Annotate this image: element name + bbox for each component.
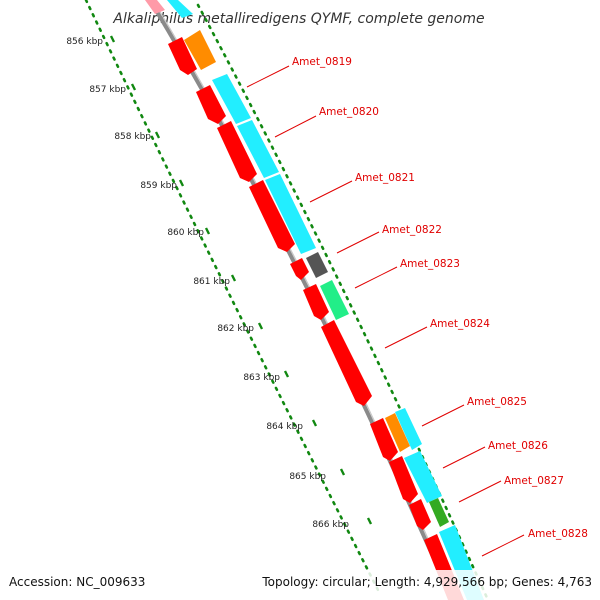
leader-line [354,266,398,289]
gene-label: Amet_0828 [528,528,588,540]
cyan-feature [404,451,442,503]
cyan-feature [167,0,193,18]
kbp-label: 859 kbp [140,181,177,191]
leader-line [309,180,353,203]
kbp-label: 864 kbp [266,422,303,432]
leader-line [384,326,428,349]
kbp-tick [339,468,346,476]
topology-summary: Topology: circular; Length: 4,929,566 bp… [261,575,592,589]
gene-arrow [303,284,329,320]
gene-arrow-ring [168,37,464,600]
gene-arrow [321,320,372,406]
gray-feature [306,252,328,278]
kbp-scale-arc [84,0,380,592]
kbp-tick [130,83,137,91]
gene-label: Amet_0826 [488,440,548,452]
gene-label: Amet_0825 [467,396,527,408]
kbp-label: 857 kbp [89,85,126,95]
kbp-tick [178,179,185,187]
gene-arrow [290,258,309,280]
leader-line [274,115,317,138]
leader-line [442,446,486,469]
kbp-tick [311,419,318,427]
kbp-tick [204,227,211,235]
orange-feature [184,30,216,70]
accession-text: Accession: NC_009633 [9,575,145,589]
cyan-feature [265,174,316,254]
outer-dotted-arc [196,3,490,600]
gene-arrow [196,85,226,124]
kbp-label: 858 kbp [114,132,151,142]
gene-label: Amet_0819 [292,56,352,68]
gene-label: Amet_0820 [319,106,379,118]
cyan-feature [237,120,279,178]
leader-line [246,65,290,88]
mint-feature [320,280,349,320]
kbp-label: 865 kbp [289,472,326,482]
gene-label: Amet_0822 [382,224,442,236]
gene-label: Amet_0827 [504,475,564,487]
gene-arrow [389,456,418,503]
kbp-label: 862 kbp [217,324,254,334]
kbp-label: 861 kbp [193,277,230,287]
kbp-label: 863 kbp [243,373,280,383]
gene-arrow [249,180,295,252]
gene-leader-lines [246,65,525,557]
kbp-tick [257,322,264,330]
leader-line [421,404,465,427]
pink-feature [145,0,165,14]
kbp-tick [109,35,116,43]
gene-arrow [217,121,257,182]
gene-arrow [168,37,197,75]
kbp-tick [230,274,237,282]
orange-feature [385,413,410,452]
genome-backbone [148,0,454,600]
map-title: Alkaliphilus metalliredigens QYMF, compl… [112,11,484,27]
gene-arrow [370,418,398,461]
kbp-label: 856 kbp [66,37,103,47]
footer-backdrop [0,570,600,600]
gene-label: Amet_0824 [430,318,490,330]
kbp-tick-marks [109,35,373,525]
leader-line [458,480,502,503]
kbp-tick [366,517,373,525]
green-feature [429,498,449,527]
kbp-label: 866 kbp [312,520,349,530]
gene-arrow [409,499,431,530]
kbp-tick [283,370,290,378]
gene-label: Amet_0821 [355,172,415,184]
leader-line [481,534,525,557]
cyan-feature [395,408,422,450]
kbp-tick [154,131,161,139]
cyan-feature [212,74,251,124]
leader-line [336,231,380,254]
gene-label: Amet_0823 [400,258,460,270]
kbp-label: 860 kbp [167,228,204,238]
genome-backbone-highlight [152,0,456,600]
